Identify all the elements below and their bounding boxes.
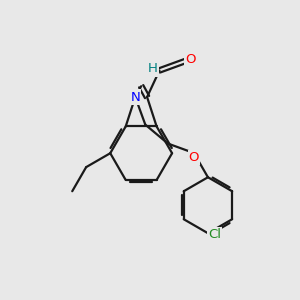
- Text: H: H: [148, 62, 158, 75]
- Text: O: O: [189, 151, 199, 164]
- Text: Cl: Cl: [208, 228, 221, 241]
- Text: N: N: [130, 91, 140, 103]
- Text: O: O: [185, 53, 195, 66]
